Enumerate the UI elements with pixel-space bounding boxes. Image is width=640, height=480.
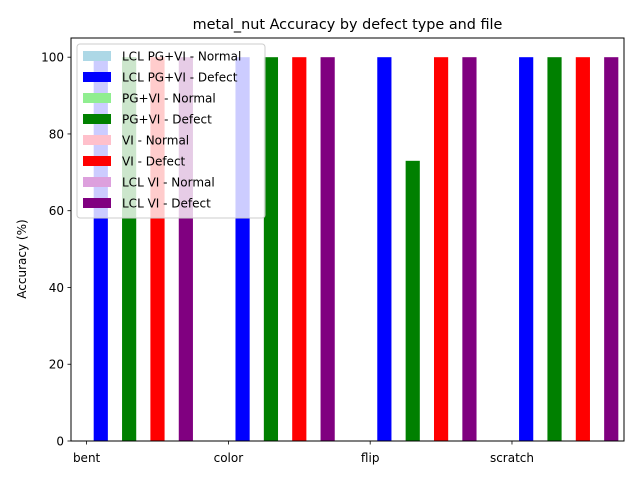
legend-swatch <box>83 72 111 82</box>
bar-pg-vi-defect-color <box>263 57 279 441</box>
legend-label: PG+VI - Normal <box>122 92 216 106</box>
bar-lcl-vi-defect-scratch <box>604 57 619 441</box>
legend-swatch <box>83 198 111 208</box>
legend-swatch <box>83 114 111 124</box>
y-tick-label: 0 <box>56 434 64 448</box>
y-tick-label: 80 <box>49 127 64 141</box>
bar-pg-vi-defect-scratch <box>547 57 562 441</box>
x-tick-label-scratch: scratch <box>490 451 534 465</box>
legend-label: VI - Normal <box>122 134 189 148</box>
y-tick-label: 100 <box>41 50 64 64</box>
legend-frame <box>76 43 266 219</box>
y-tick-label: 20 <box>49 358 64 372</box>
legend-swatch <box>83 177 111 187</box>
bar-vi-defect-color <box>292 57 307 441</box>
legend-label: PG+VI - Defect <box>122 113 212 127</box>
legend-label: LCL PG+VI - Normal <box>122 50 241 64</box>
y-tick-label: 60 <box>49 204 64 218</box>
chart-title: metal_nut Accuracy by defect type and fi… <box>193 17 503 33</box>
legend-swatch <box>83 135 111 145</box>
y-axis-title: Accuracy (%) <box>15 219 29 298</box>
legend-swatch <box>83 51 111 61</box>
x-tick-label-bent: bent <box>73 451 101 465</box>
bar-lcl-vi-defect-color <box>320 57 335 441</box>
legend-swatch <box>83 93 111 103</box>
y-tick-label: 40 <box>49 281 64 295</box>
legend: LCL PG+VI - Normal LCL PG+VI - Defect PG+V… <box>76 43 266 219</box>
bar-lcl-pg-vi-defect-flip <box>377 57 392 441</box>
bar-vi-defect-flip <box>433 57 449 441</box>
bar-vi-defect-scratch <box>575 57 590 441</box>
x-tick-label-flip: flip <box>361 451 380 465</box>
plot-frame <box>70 37 625 442</box>
bar-pg-vi-defect-flip <box>405 160 420 442</box>
legend-swatch <box>83 156 111 166</box>
legend-label: LCL VI - Normal <box>122 176 215 190</box>
legend-label: VI - Defect <box>122 155 186 169</box>
bar-lcl-vi-defect-flip <box>462 57 477 441</box>
bar-lcl-pg-vi-defect-scratch <box>519 57 534 441</box>
x-tick-label-color: color <box>214 451 244 465</box>
legend-label: LCL VI - Defect <box>122 197 211 211</box>
legend-label: LCL PG+VI - Defect <box>122 71 238 85</box>
